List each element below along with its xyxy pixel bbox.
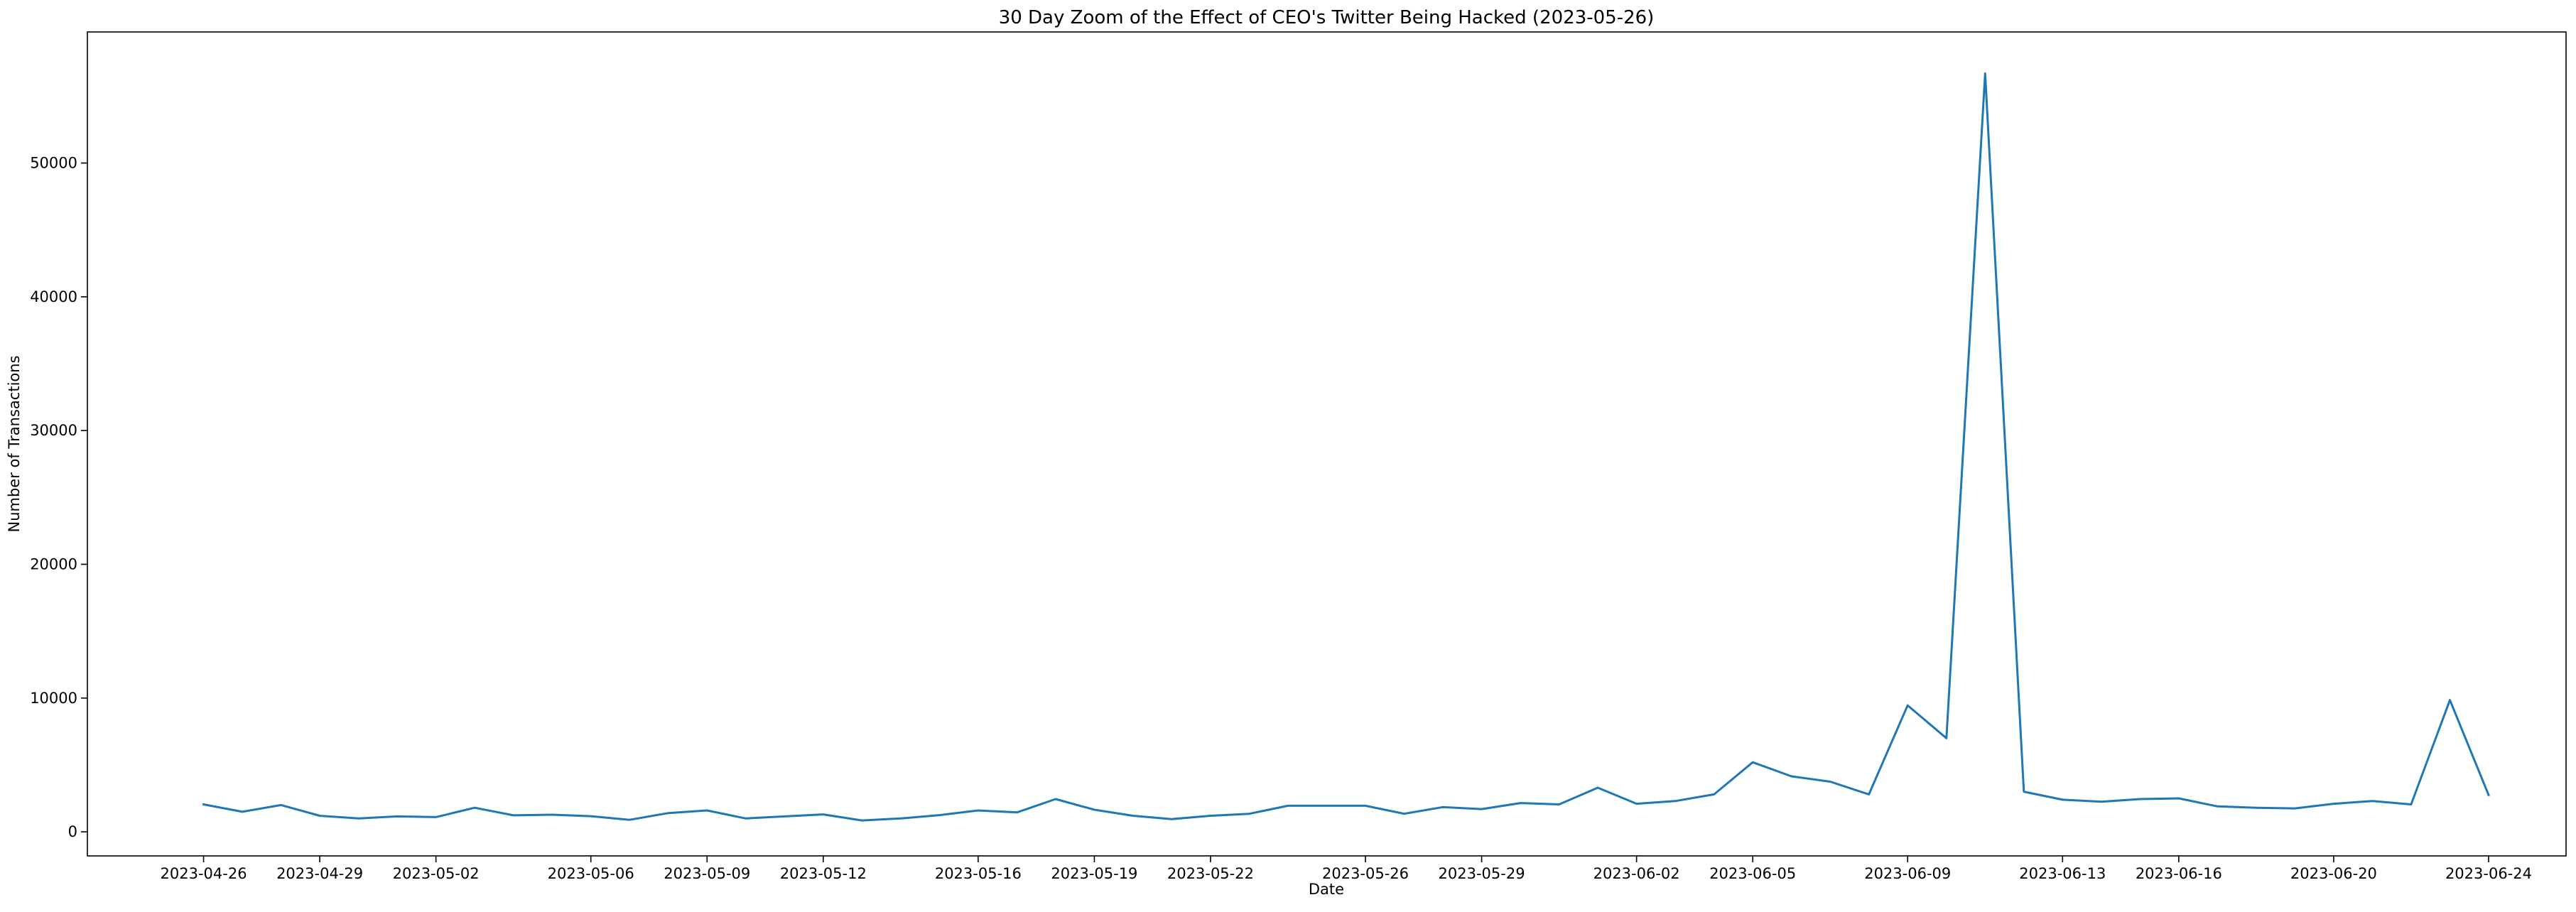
x-tick-label: 2023-06-05 [1709,865,1796,882]
x-tick-label: 2023-05-26 [1322,865,1409,882]
x-tick-label: 2023-06-24 [2445,865,2532,882]
series-line [202,72,2490,822]
y-tick-label: 0 [68,823,77,840]
x-tick-label: 2023-05-22 [1167,865,1254,882]
x-tick-label: 2023-05-06 [548,865,634,882]
x-tick-label: 2023-06-02 [1593,865,1680,882]
y-tick-label: 50000 [30,155,77,172]
plot-area [87,31,2567,857]
y-tick-label: 20000 [30,555,77,572]
x-tick-label: 2023-05-09 [664,865,750,882]
x-axis-label: Date [1309,881,1344,898]
y-tick-label: 30000 [30,422,77,439]
x-tick-label: 2023-05-19 [1051,865,1137,882]
x-axis: 2023-04-26 2023-04-29 2023-05-02 2023-05-06… [161,856,2532,882]
x-tick-label: 2023-06-16 [2136,865,2222,882]
x-tick-label: 2023-06-13 [2019,865,2106,882]
x-tick-label: 2023-06-20 [2290,865,2377,882]
x-tick-label: 2023-05-16 [935,865,1022,882]
x-tick-label: 2023-04-29 [276,865,363,882]
x-tick-label: 2023-04-26 [161,865,247,882]
x-tick-label: 2023-05-02 [393,865,480,882]
plot-frame [87,31,2567,857]
x-tick-label: 2023-05-12 [780,865,867,882]
x-tick-label: 2023-06-09 [1864,865,1951,882]
y-tick-label: 40000 [30,288,77,305]
x-tick-label: 2023-05-29 [1439,865,1525,882]
y-axis-label: Number of Transactions [6,355,23,532]
chart-title: 30 Day Zoom of the Effect of CEO's Twitt… [999,7,1655,28]
y-tick-label: 10000 [30,690,77,707]
y-axis: 0 10000 20000 30000 40000 50000 [30,155,87,840]
